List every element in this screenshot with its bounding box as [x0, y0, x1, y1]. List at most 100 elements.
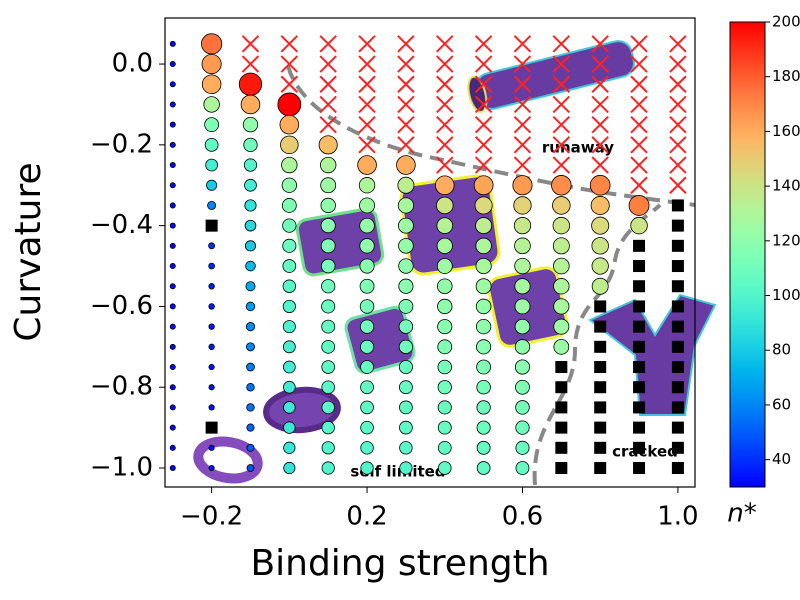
colorbar-tick-label: 200 — [772, 13, 800, 31]
point — [399, 461, 413, 475]
runaway-marker — [436, 35, 454, 53]
inset-cracked — [588, 293, 717, 416]
point — [283, 380, 296, 394]
point — [321, 360, 336, 374]
point — [399, 400, 413, 415]
point — [283, 441, 296, 454]
runaway-marker — [591, 156, 609, 174]
cracked-marker — [633, 421, 646, 434]
point — [515, 379, 530, 395]
point — [208, 464, 215, 472]
point — [628, 195, 650, 216]
cracked-marker — [671, 361, 684, 374]
point — [360, 360, 374, 374]
cracked-marker — [671, 462, 684, 475]
runaway-marker — [552, 35, 571, 53]
point — [244, 199, 257, 212]
cracked-marker — [671, 381, 684, 394]
point — [475, 237, 492, 255]
point — [475, 298, 492, 315]
cracked-marker — [671, 441, 684, 454]
point — [398, 380, 413, 395]
runaway-marker — [630, 156, 648, 174]
runaway-marker — [630, 35, 648, 53]
point — [169, 263, 176, 270]
cracked-marker — [555, 421, 568, 434]
point — [277, 92, 302, 117]
runaway-marker — [474, 75, 493, 93]
point — [437, 380, 452, 395]
point — [169, 384, 176, 391]
cracked-marker — [594, 441, 607, 454]
point — [476, 420, 491, 435]
x-tick-label: 0.2 — [346, 502, 387, 532]
point — [436, 217, 454, 234]
point — [360, 441, 374, 455]
cracked-marker — [671, 421, 684, 434]
runaway-marker — [513, 136, 532, 154]
point — [282, 259, 297, 273]
cracked-marker — [594, 300, 607, 313]
cracked-marker — [671, 340, 684, 353]
point — [320, 258, 336, 274]
point — [169, 242, 176, 249]
cracked-marker — [671, 401, 684, 414]
point — [358, 177, 376, 194]
point — [396, 155, 416, 175]
point — [514, 359, 531, 375]
point — [321, 319, 336, 334]
point — [591, 277, 609, 295]
point — [201, 74, 222, 95]
point — [321, 400, 335, 415]
point — [591, 237, 609, 255]
cracked-marker — [633, 401, 646, 414]
runaway-marker — [474, 136, 493, 154]
point — [553, 298, 570, 315]
point — [208, 363, 215, 371]
point — [169, 222, 176, 229]
y-tick-label: 0.0 — [112, 49, 153, 79]
point — [360, 339, 375, 354]
runaway-marker — [552, 95, 571, 114]
point — [169, 61, 176, 68]
point — [245, 281, 256, 292]
cracked-marker — [555, 401, 568, 414]
point — [514, 318, 531, 335]
point — [169, 40, 176, 47]
cracked-marker — [594, 381, 607, 394]
point — [398, 299, 414, 314]
runaway-marker — [591, 95, 609, 114]
cracked-marker — [671, 260, 684, 273]
runaway-marker — [630, 115, 648, 134]
cracked-marker — [671, 280, 684, 293]
point — [169, 81, 176, 88]
runaway-marker — [397, 55, 415, 73]
point — [551, 175, 572, 196]
runaway-marker — [591, 35, 609, 53]
point — [475, 318, 492, 335]
point — [246, 443, 255, 452]
point — [282, 340, 296, 354]
point — [283, 421, 296, 434]
point — [397, 217, 414, 234]
point — [244, 178, 257, 192]
x-tick-label: 0.6 — [502, 502, 543, 532]
point — [244, 219, 257, 232]
point — [514, 237, 531, 255]
cracked-marker — [205, 421, 218, 434]
point — [206, 179, 218, 191]
point — [399, 441, 413, 455]
runaway-marker — [669, 136, 687, 154]
y-axis-label: Curvature — [8, 162, 49, 341]
point — [475, 278, 492, 295]
runaway-marker — [436, 75, 454, 93]
runaway-marker — [280, 75, 299, 93]
point — [360, 461, 374, 475]
point — [282, 218, 297, 233]
cracked-marker — [633, 441, 646, 454]
point — [282, 299, 296, 314]
point — [475, 217, 493, 235]
point — [359, 238, 375, 254]
point — [474, 196, 493, 215]
colorbar-tick-label: 140 — [772, 177, 800, 195]
